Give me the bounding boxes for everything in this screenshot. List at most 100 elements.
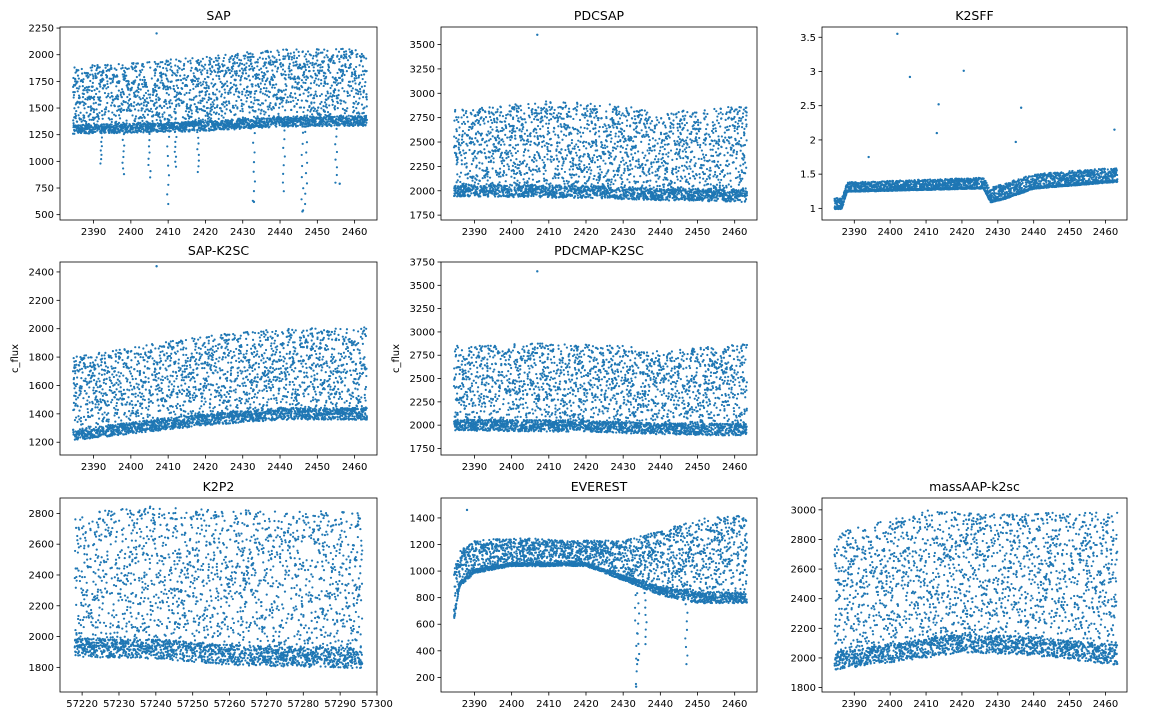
data-point bbox=[168, 102, 170, 104]
data-point bbox=[217, 60, 219, 62]
data-point bbox=[365, 93, 367, 95]
data-point bbox=[505, 180, 507, 182]
data-point bbox=[75, 117, 77, 119]
data-point bbox=[233, 93, 235, 95]
data-point bbox=[234, 70, 236, 72]
data-point bbox=[206, 90, 208, 92]
data-point bbox=[465, 183, 467, 185]
data-point bbox=[325, 118, 327, 120]
data-point bbox=[301, 165, 303, 167]
data-point bbox=[503, 128, 505, 130]
data-point bbox=[339, 77, 341, 79]
data-point bbox=[529, 116, 531, 118]
data-point bbox=[363, 56, 365, 58]
data-point bbox=[522, 118, 524, 120]
data-point bbox=[294, 78, 296, 80]
data-point bbox=[160, 120, 162, 122]
data-point bbox=[131, 114, 133, 116]
data-point bbox=[177, 87, 179, 89]
data-point bbox=[359, 88, 361, 90]
data-point bbox=[151, 120, 153, 122]
data-point bbox=[257, 103, 259, 105]
data-point bbox=[86, 112, 88, 114]
data-point bbox=[530, 170, 532, 172]
data-point bbox=[202, 58, 204, 60]
data-point bbox=[237, 54, 239, 56]
data-point bbox=[201, 69, 203, 71]
data-point bbox=[344, 101, 346, 103]
data-point bbox=[455, 116, 457, 118]
data-point bbox=[128, 94, 130, 96]
data-point bbox=[506, 137, 508, 139]
data-point bbox=[464, 123, 466, 125]
data-point bbox=[210, 98, 212, 100]
data-point bbox=[577, 140, 579, 142]
data-point bbox=[543, 173, 545, 175]
data-point bbox=[170, 116, 172, 118]
data-point bbox=[298, 88, 300, 90]
data-point bbox=[296, 115, 298, 117]
data-point bbox=[486, 175, 488, 177]
data-point bbox=[483, 118, 485, 120]
data-point bbox=[518, 121, 520, 123]
data-point bbox=[283, 129, 285, 131]
data-point bbox=[143, 66, 145, 68]
data-point bbox=[500, 144, 502, 146]
data-point bbox=[539, 157, 541, 159]
data-point bbox=[546, 146, 548, 148]
data-point bbox=[275, 104, 277, 106]
data-point bbox=[456, 130, 458, 132]
data-point bbox=[121, 96, 123, 98]
data-point bbox=[148, 139, 150, 141]
data-point bbox=[215, 75, 217, 77]
data-point bbox=[534, 157, 536, 159]
data-point bbox=[170, 130, 172, 132]
data-point bbox=[162, 67, 164, 69]
data-point bbox=[343, 57, 345, 59]
data-point bbox=[555, 148, 557, 150]
data-point bbox=[98, 90, 100, 92]
data-point bbox=[487, 130, 489, 132]
data-point bbox=[123, 109, 125, 111]
data-point bbox=[218, 57, 220, 59]
data-point bbox=[97, 120, 99, 122]
data-point bbox=[296, 57, 298, 59]
data-point bbox=[290, 92, 292, 94]
data-point bbox=[89, 74, 91, 76]
data-point bbox=[363, 90, 365, 92]
data-point bbox=[338, 51, 340, 53]
data-point bbox=[481, 107, 483, 109]
data-point bbox=[198, 78, 200, 80]
data-point bbox=[480, 143, 482, 145]
data-point bbox=[320, 101, 322, 103]
data-point bbox=[285, 89, 287, 91]
data-point bbox=[504, 121, 506, 123]
data-point bbox=[351, 73, 353, 75]
data-point bbox=[576, 154, 578, 156]
data-point bbox=[167, 60, 169, 62]
data-point bbox=[285, 78, 287, 80]
data-point bbox=[319, 66, 321, 68]
data-point bbox=[488, 156, 490, 158]
data-point bbox=[238, 92, 240, 94]
data-point bbox=[226, 104, 228, 106]
data-point bbox=[542, 185, 544, 187]
data-point bbox=[240, 59, 242, 61]
data-point bbox=[334, 143, 336, 145]
data-point bbox=[343, 51, 345, 53]
data-point bbox=[479, 195, 481, 197]
data-point bbox=[335, 77, 337, 79]
y-tick-label: 2000 bbox=[29, 50, 54, 61]
data-point bbox=[218, 62, 220, 64]
data-point bbox=[118, 63, 120, 65]
data-point bbox=[101, 114, 103, 116]
data-point bbox=[454, 185, 456, 187]
data-point bbox=[145, 82, 147, 84]
data-point bbox=[253, 116, 255, 118]
data-point bbox=[74, 113, 76, 115]
data-point bbox=[190, 70, 192, 72]
data-point bbox=[283, 190, 285, 192]
data-point bbox=[470, 141, 472, 143]
data-point bbox=[80, 101, 82, 103]
data-point bbox=[488, 112, 490, 114]
